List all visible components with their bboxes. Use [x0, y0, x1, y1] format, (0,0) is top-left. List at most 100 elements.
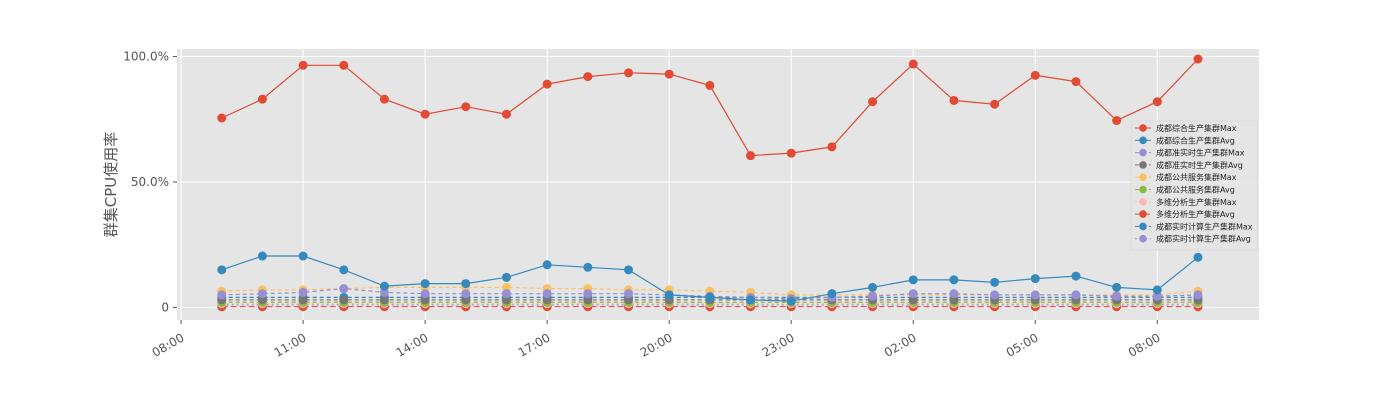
series-1 — [217, 54, 1203, 161]
legend-entry: 成都准实时生产集群Max — [1135, 148, 1245, 158]
data-point — [217, 265, 227, 275]
legend-marker — [1139, 148, 1147, 157]
data-point — [1193, 54, 1203, 64]
data-point — [1071, 271, 1081, 281]
legend-entry: 成都准实时生产集群Avg — [1135, 160, 1243, 170]
data-point — [501, 282, 511, 292]
data-point — [461, 295, 471, 305]
data-point — [298, 287, 308, 297]
data-point — [1112, 282, 1122, 292]
data-point — [542, 79, 552, 89]
data-point — [298, 295, 308, 305]
data-point — [868, 282, 878, 292]
data-point — [339, 60, 349, 70]
data-point — [908, 59, 918, 69]
legend-marker — [1139, 124, 1147, 132]
data-point — [990, 99, 1000, 109]
data-point — [298, 251, 308, 261]
data-point — [746, 295, 756, 305]
legend-label: 成都公共服务集群Avg — [1156, 185, 1235, 195]
data-point — [1112, 116, 1122, 126]
data-point — [664, 69, 674, 79]
legend-label: 成都准实时生产集群Avg — [1156, 160, 1243, 170]
data-point — [501, 272, 511, 282]
legend-entry: 成都实时计算生产集群Max — [1135, 221, 1253, 231]
data-point — [908, 275, 918, 285]
data-point — [868, 291, 878, 301]
data-point — [1071, 77, 1081, 87]
legend-label: 多维分析生产集群Avg — [1156, 209, 1235, 219]
legend-label: 成都综合生产集群Max — [1156, 123, 1237, 133]
data-point — [1193, 290, 1203, 300]
legend-label: 成都实时计算生产集群Avg — [1156, 234, 1251, 244]
y-tick-label: 50.0% — [131, 175, 169, 189]
data-point — [379, 94, 389, 104]
data-point — [583, 72, 593, 82]
series-lines — [217, 54, 1203, 312]
data-point — [257, 289, 267, 299]
data-point — [339, 265, 349, 275]
data-point — [501, 109, 511, 119]
legend-entry: 多维分析生产集群Avg — [1135, 209, 1235, 219]
data-point — [949, 289, 959, 299]
data-point — [542, 289, 552, 299]
y-tick-label: 100.0% — [123, 50, 169, 64]
x-tick-label: 11:00 — [272, 330, 309, 359]
data-point — [461, 289, 471, 299]
data-point — [827, 142, 837, 152]
data-point — [420, 279, 430, 289]
data-point — [990, 277, 1000, 287]
data-point — [217, 113, 227, 123]
data-point — [949, 95, 959, 105]
data-point — [1152, 291, 1162, 301]
data-point — [908, 295, 918, 305]
legend-entry: 成都综合生产集群Max — [1135, 123, 1237, 133]
data-point — [257, 94, 267, 104]
data-point — [1112, 291, 1122, 301]
x-tick-label: 20:00 — [638, 330, 675, 359]
data-point — [542, 295, 552, 305]
data-point — [461, 102, 471, 112]
data-point — [949, 275, 959, 285]
data-point — [420, 295, 430, 305]
data-point — [542, 260, 552, 270]
data-point — [379, 281, 389, 291]
data-point — [257, 251, 267, 261]
data-point — [949, 295, 959, 305]
legend-box — [1130, 120, 1258, 251]
legend-marker — [1139, 234, 1147, 243]
data-point — [1071, 290, 1081, 300]
data-point — [1193, 252, 1203, 262]
data-point — [624, 68, 634, 78]
data-point — [624, 289, 634, 299]
legend-label: 成都综合生产集群Avg — [1156, 135, 1235, 145]
x-tick-label: 14:00 — [394, 330, 431, 359]
plot-area — [177, 49, 1259, 320]
legend-marker — [1139, 222, 1147, 231]
legend-entry: 成都综合生产集群Avg — [1135, 135, 1235, 145]
data-point — [339, 284, 349, 294]
data-point — [501, 289, 511, 299]
data-point — [705, 80, 715, 90]
data-point — [908, 289, 918, 299]
legend-marker — [1139, 161, 1147, 169]
data-point — [746, 151, 756, 161]
legend-label: 多维分析生产集群Max — [1156, 197, 1237, 207]
data-point — [624, 265, 634, 275]
data-point — [705, 292, 715, 302]
data-point — [461, 279, 471, 289]
x-tick-label: 17:00 — [516, 330, 553, 359]
data-point — [786, 148, 796, 158]
legend-marker — [1139, 136, 1147, 145]
data-point — [217, 290, 227, 300]
legend-label: 成都实时计算生产集群Max — [1156, 221, 1253, 231]
x-tick-label: 23:00 — [760, 330, 797, 359]
data-point — [257, 295, 267, 305]
legend-marker — [1139, 210, 1147, 218]
data-point — [583, 295, 593, 305]
y-axis-label: 群集CPU使用率 — [102, 132, 120, 238]
data-point — [1030, 274, 1040, 284]
legend-label: 成都准实时生产集群Max — [1156, 148, 1245, 158]
data-point — [786, 296, 796, 306]
